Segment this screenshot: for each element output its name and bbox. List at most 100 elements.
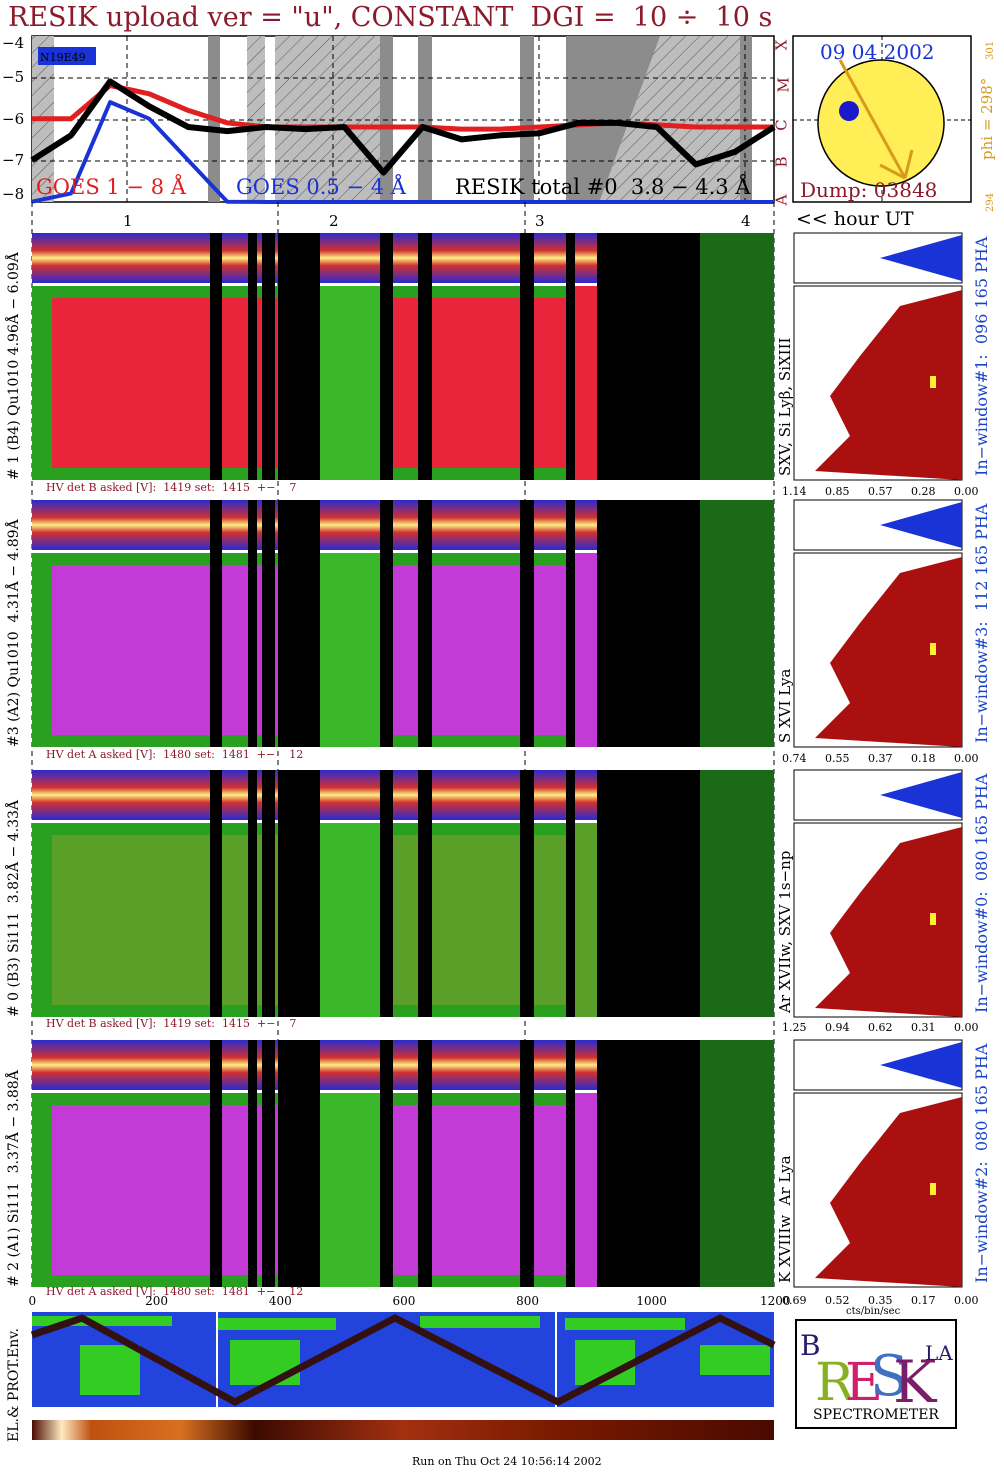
pha-window-marker [930, 913, 936, 925]
data-gap [380, 770, 393, 1017]
data-gap [566, 233, 575, 480]
data-gap [520, 1040, 525, 1287]
pha-tick: 0.18 [911, 752, 936, 765]
goes-class-label: B [772, 156, 791, 168]
phi-max: 301 [985, 40, 996, 60]
in-window-label: In−window#3: 112 165 PHA [972, 503, 991, 743]
goes-class-label: X [772, 39, 791, 51]
phi-min: 294 [985, 192, 996, 212]
data-gap [520, 233, 525, 480]
bottom-axis-tick: 1000 [636, 1294, 667, 1308]
goes-class-label: A [772, 194, 791, 206]
pha-tick: 1.25 [782, 1021, 807, 1034]
pha-tick: 0.57 [868, 485, 893, 498]
logo-k: K [893, 1348, 938, 1416]
data-gap [525, 233, 534, 480]
goes-legend-long: GOES 1 − 8 Å [36, 175, 186, 199]
detector-panel [32, 1039, 963, 1288]
goes-y-tick: −6 [2, 110, 25, 128]
data-gap [262, 233, 275, 480]
spectrogram-green-region [320, 1093, 380, 1287]
hv-status: HV det B asked [V]: 1419 set: 1415 +− 7 [46, 481, 297, 494]
spectrogram-tail [700, 770, 774, 1017]
data-gap [248, 1040, 257, 1287]
pha-histogram [815, 827, 962, 1017]
bottom-axis-tick: 1200 [760, 1294, 791, 1308]
pha-tick: 0.74 [782, 752, 807, 765]
pha-tick: 0.17 [911, 1294, 936, 1307]
data-gap [597, 770, 700, 1017]
pha-window-marker [930, 643, 936, 655]
pha-window-peak [880, 772, 962, 818]
pha-window-peak [880, 1042, 962, 1088]
hour-caption: << hour UT [796, 208, 914, 230]
pha-tick: 0.62 [868, 1021, 893, 1034]
sun-disk [817, 59, 945, 187]
spectrogram-edge [32, 823, 52, 1017]
goes-class-label: M [774, 77, 793, 93]
spectrogram-tail [700, 1040, 774, 1287]
data-gap [418, 500, 432, 747]
detector-panel [32, 769, 963, 1018]
pha-tick: 0.35 [868, 1294, 893, 1307]
bottom-axis-tick: 600 [392, 1294, 416, 1308]
data-gap [210, 500, 222, 747]
hour-tick-2: 2 [329, 212, 339, 230]
data-gap [210, 233, 222, 480]
pha-tick: 0.31 [911, 1021, 936, 1034]
data-gap [566, 1040, 575, 1287]
spectrogram-tail [700, 500, 774, 747]
data-gap [248, 770, 257, 1017]
detector-panels [32, 232, 963, 1288]
pha-tick: 0.69 [782, 1294, 807, 1307]
detector-label: # 1 (B4) Qu1010 4.96Å − 6.09Å [6, 252, 22, 480]
pha-tick: 0.28 [911, 485, 936, 498]
pha-tick: 0.52 [825, 1294, 850, 1307]
data-gap [597, 233, 700, 480]
detector-label: #3 (A2) Qu1010 4.31Å − 4.89Å [6, 519, 22, 747]
observation-date: 09 04 2002 [820, 40, 935, 64]
detector-panel [32, 232, 963, 481]
pha-window-peak [880, 235, 962, 281]
data-gap [525, 770, 534, 1017]
data-gap [210, 770, 222, 1017]
hour-tick-3: 3 [535, 212, 545, 230]
goes-y-tick: −8 [2, 185, 25, 203]
goes-series-line [30, 78, 776, 176]
environment-intensity-bar [32, 1420, 774, 1440]
spectral-lines-label: K XVIIIw Ar Lya [776, 1155, 794, 1283]
goes-legend-resik: RESIK total #0 3.8 − 4.3 Å [455, 175, 751, 199]
pha-tick: 1.14 [782, 485, 807, 498]
detector-label: # 2 (A1) Si111 3.37Å − 3.88Å [6, 1070, 22, 1287]
data-gap [597, 1040, 700, 1287]
hour-tick-4: 4 [741, 212, 751, 230]
pha-histogram [815, 1097, 962, 1287]
data-gap [248, 233, 257, 480]
spectrogram-edge [32, 553, 52, 747]
goes-series-line [31, 100, 774, 204]
pha-tick: 0.00 [954, 1294, 979, 1307]
spectral-lines-label: SXV, Si Lyβ, SiXIII [776, 337, 794, 476]
pha-tick: 0.00 [954, 752, 979, 765]
bottom-axis-tick: 400 [268, 1294, 292, 1308]
pha-unit: cts/bin/sec [846, 1306, 901, 1317]
pha-tick: 0.00 [954, 1021, 979, 1034]
spectrogram-tail [700, 233, 774, 480]
phi-label: phi = 298° [978, 77, 996, 160]
data-gap [248, 500, 257, 747]
logo-b: B [800, 1329, 821, 1362]
data-gap [566, 770, 575, 1017]
goes-grid [32, 36, 774, 202]
spectral-lines-label: S XVI Lya [776, 668, 794, 743]
in-window-label: In−window#0: 080 165 PHA [972, 773, 991, 1013]
hour-tick-1: 1 [123, 212, 133, 230]
bottom-axis-tick: 0 [28, 1294, 37, 1308]
data-gap [278, 770, 320, 1017]
spectral-lines-label: Ar XVIIw, SXV 1s−np [776, 850, 794, 1013]
pha-histogram [815, 557, 962, 747]
data-gap [520, 500, 525, 747]
environment-label: EL.& PROT.Env. [6, 1328, 22, 1442]
goes-class-label: C [772, 119, 791, 131]
run-footer: Run on Thu Oct 24 10:56:14 2002 [412, 1455, 602, 1468]
detector-label: # 0 (B3) Si111 3.82Å − 4.33Å [6, 800, 22, 1017]
